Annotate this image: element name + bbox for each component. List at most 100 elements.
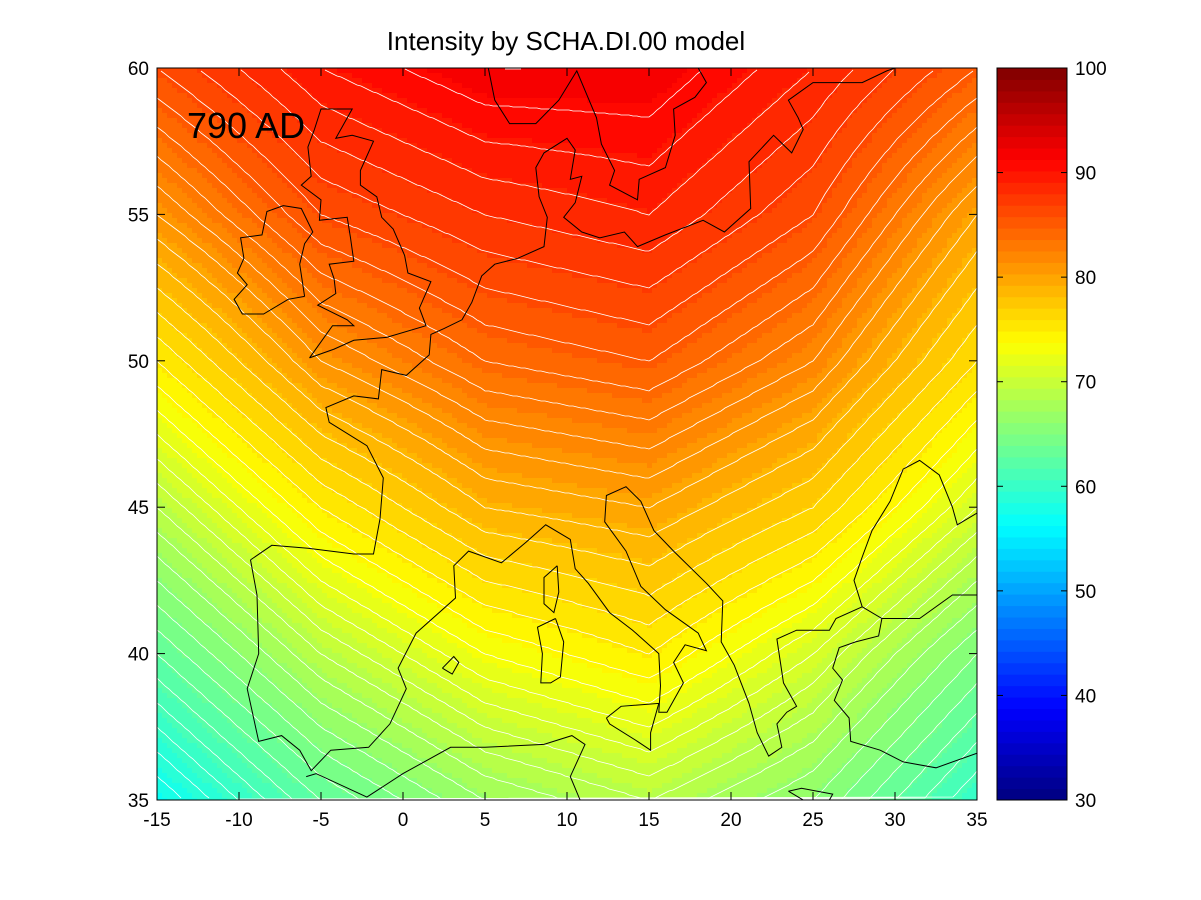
intensity-cell — [222, 518, 228, 524]
intensity-cell — [177, 593, 183, 599]
intensity-cell — [257, 673, 263, 679]
intensity-cell — [247, 718, 253, 724]
intensity-cell — [197, 653, 203, 659]
intensity-cell — [182, 713, 188, 719]
intensity-cell — [277, 338, 283, 344]
intensity-cell — [172, 243, 178, 249]
intensity-cell — [302, 748, 308, 754]
intensity-cell — [232, 738, 238, 744]
intensity-cell — [292, 208, 298, 214]
intensity-cell — [257, 648, 263, 654]
intensity-cell — [277, 158, 283, 164]
intensity-cell — [252, 758, 258, 764]
intensity-cell — [177, 673, 183, 679]
intensity-cell — [222, 348, 228, 354]
intensity-cell — [182, 613, 188, 619]
intensity-cell — [172, 263, 178, 269]
intensity-cell — [272, 678, 278, 684]
intensity-cell — [232, 653, 238, 659]
intensity-cell — [227, 508, 233, 514]
intensity-cell — [247, 773, 253, 779]
intensity-cell — [322, 238, 328, 244]
intensity-cell — [212, 348, 218, 354]
intensity-cell — [172, 553, 178, 559]
intensity-cell — [232, 68, 238, 74]
intensity-cell — [267, 643, 273, 649]
intensity-cell — [202, 738, 208, 744]
intensity-cell — [282, 268, 288, 274]
intensity-cell — [167, 308, 173, 314]
intensity-cell — [157, 763, 163, 769]
intensity-cell — [247, 438, 253, 444]
intensity-cell — [307, 98, 313, 104]
intensity-cell — [247, 293, 253, 299]
intensity-cell — [182, 473, 188, 479]
intensity-cell — [302, 303, 308, 309]
intensity-cell — [282, 453, 288, 459]
intensity-cell — [277, 778, 283, 784]
intensity-cell — [292, 183, 298, 189]
intensity-cell — [262, 518, 268, 524]
intensity-cell — [217, 688, 223, 694]
intensity-cell — [167, 213, 173, 219]
intensity-cell — [157, 198, 163, 204]
intensity-cell — [312, 733, 318, 739]
intensity-cell — [227, 383, 233, 389]
intensity-cell — [272, 643, 278, 649]
intensity-cell — [207, 463, 213, 469]
intensity-cell — [182, 443, 188, 449]
intensity-cell — [282, 308, 288, 314]
intensity-cell — [312, 303, 318, 309]
intensity-cell — [222, 173, 228, 179]
intensity-cell — [242, 423, 248, 429]
intensity-cell — [252, 638, 258, 644]
intensity-cell — [312, 223, 318, 229]
intensity-cell — [197, 233, 203, 239]
intensity-cell — [162, 198, 168, 204]
intensity-cell — [242, 88, 248, 94]
intensity-cell — [157, 608, 163, 614]
intensity-cell — [177, 108, 183, 114]
intensity-cell — [172, 218, 178, 224]
intensity-cell — [182, 708, 188, 714]
intensity-cell — [222, 278, 228, 284]
intensity-cell — [252, 303, 258, 309]
intensity-cell — [192, 258, 198, 264]
intensity-cell — [242, 473, 248, 479]
intensity-cell — [247, 508, 253, 514]
intensity-cell — [207, 298, 213, 304]
intensity-cell — [262, 783, 268, 789]
intensity-cell — [282, 588, 288, 594]
intensity-cell — [287, 523, 293, 529]
intensity-cell — [297, 743, 303, 749]
intensity-cell — [192, 478, 198, 484]
intensity-cell — [287, 608, 293, 614]
intensity-cell — [192, 728, 198, 734]
intensity-cell — [307, 528, 313, 534]
intensity-cell — [212, 213, 218, 219]
intensity-cell — [322, 733, 328, 739]
intensity-cell — [282, 253, 288, 259]
intensity-cell — [157, 493, 163, 499]
intensity-cell — [192, 453, 198, 459]
intensity-cell — [247, 383, 253, 389]
intensity-cell — [312, 483, 318, 489]
intensity-cell — [242, 363, 248, 369]
intensity-cell — [287, 703, 293, 709]
intensity-cell — [297, 238, 303, 244]
intensity-cell — [232, 388, 238, 394]
intensity-cell — [257, 328, 263, 334]
intensity-cell — [192, 693, 198, 699]
intensity-cell — [302, 568, 308, 574]
intensity-cell — [187, 473, 193, 479]
intensity-cell — [232, 168, 238, 174]
intensity-cell — [292, 73, 298, 79]
intensity-cell — [262, 343, 268, 349]
intensity-cell — [202, 498, 208, 504]
intensity-cell — [172, 363, 178, 369]
intensity-cell — [167, 718, 173, 724]
intensity-cell — [302, 723, 308, 729]
intensity-cell — [307, 348, 313, 354]
intensity-cell — [307, 518, 313, 524]
intensity-cell — [252, 648, 258, 654]
